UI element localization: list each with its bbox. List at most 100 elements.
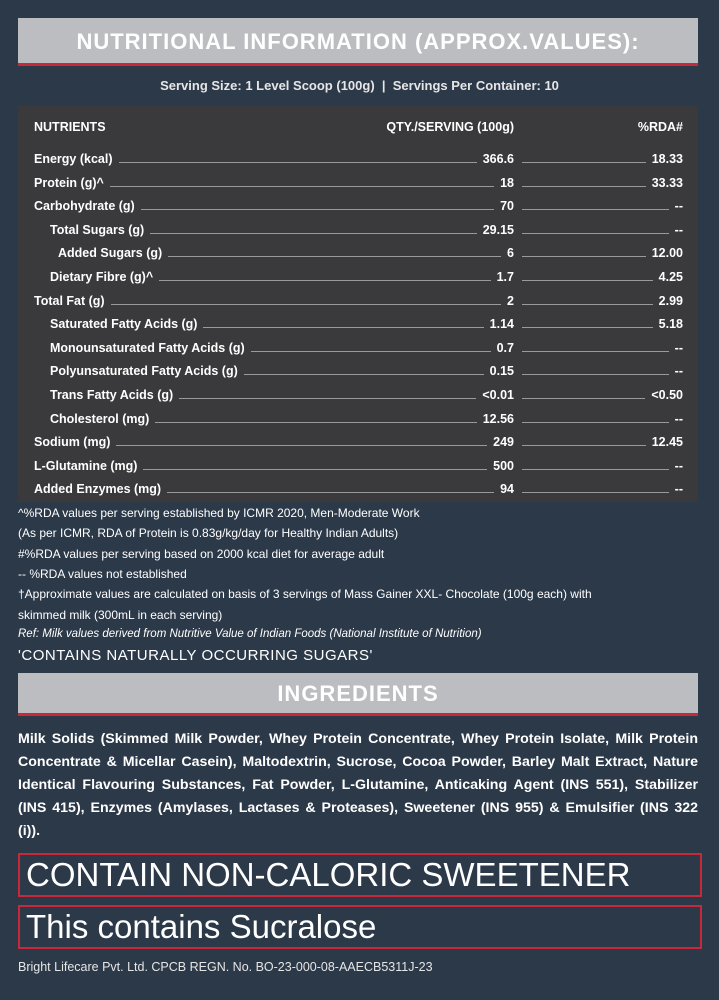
nutrient-name: Sodium (mg)	[34, 435, 111, 450]
column-header: NUTRIENTS	[34, 120, 106, 134]
nutrient-row: Total Sugars (g) 29.15 --	[34, 217, 683, 237]
leader-line	[143, 468, 488, 470]
rda-value: 33.33	[651, 175, 683, 190]
rda-value: 2.99	[658, 293, 683, 308]
nutrient-row: Dietary Fibre (g)^ 1.7 4.25	[34, 264, 683, 284]
quantity: 1.7	[496, 270, 514, 284]
leader-line	[250, 350, 491, 352]
qty-cell: Protein (g)^ 18	[34, 176, 514, 190]
footnote: (As per ICMR, RDA of Protein is 0.83g/kg…	[18, 526, 399, 541]
leader-line	[522, 468, 669, 470]
footer: Bright Lifecare Pvt. Ltd. CPCB REGN. No.…	[18, 960, 433, 974]
qty-cell: Trans Fatty Acids (g) <0.01	[34, 388, 514, 402]
footnote: †Approximate values are calculated on ba…	[18, 587, 592, 602]
leader-line	[168, 256, 502, 258]
nutrient-name: Protein (g)^	[34, 175, 104, 190]
qty-cell: Polyunsaturated Fatty Acids (g) 0.15	[34, 364, 514, 378]
leader-line	[522, 303, 653, 305]
rda-value: --	[674, 458, 683, 473]
leader-line	[140, 209, 495, 211]
leader-line	[155, 421, 477, 423]
rda-cell: 18.33	[522, 152, 683, 166]
quantity: 6	[507, 246, 514, 261]
rda-value: 12.45	[651, 435, 683, 450]
leader-line	[522, 280, 653, 281]
qty-cell: Carbohydrate (g) 70	[34, 199, 514, 213]
nutrient-name: Added Enzymes (mg)	[34, 482, 162, 497]
leader-line	[522, 185, 646, 187]
nutrient-name: Monounsaturated Fatty Acids (g)	[50, 340, 245, 355]
rda-cell: 5.18	[522, 317, 683, 331]
leader-line	[159, 280, 491, 281]
qty-cell: Monounsaturated Fatty Acids (g) 0.7	[34, 341, 514, 355]
rda-cell: --	[522, 364, 683, 378]
sucralose-note: This contains Sucralose	[18, 905, 702, 949]
qty-cell: Total Fat (g) 2	[34, 294, 514, 308]
rda-value: --	[674, 199, 683, 214]
rda-value: 12.00	[651, 246, 683, 261]
nutrient-row: Added Enzymes (mg) 94 --	[34, 476, 683, 496]
ingredients-title: INGREDIENTS	[18, 673, 698, 716]
quantity: 94	[500, 482, 514, 497]
quantity: <0.01	[482, 388, 514, 402]
nutrient-row: Polyunsaturated Fatty Acids (g) 0.15 --	[34, 358, 683, 378]
qty-cell: L-Glutamine (mg) 500	[34, 459, 514, 473]
nutrient-name: Added Sugars (g)	[58, 246, 163, 261]
nutrient-row: Energy (kcal) 366.6 18.33	[34, 146, 683, 166]
nutrient-row: Sodium (mg) 249 12.45	[34, 429, 683, 449]
leader-line	[116, 445, 488, 447]
leader-line	[522, 256, 646, 258]
nutrient-name: Carbohydrate (g)	[34, 199, 135, 214]
rda-cell: <0.50	[522, 388, 683, 402]
leader-line	[522, 327, 653, 329]
rda-value: --	[674, 411, 683, 426]
rda-cell: 4.25	[522, 270, 683, 284]
quantity: 12.56	[482, 411, 514, 426]
rda-cell: 12.00	[522, 246, 683, 260]
qty-cell: Dietary Fibre (g)^ 1.7	[34, 270, 514, 284]
leader-line	[179, 398, 477, 399]
qty-cell: Saturated Fatty Acids (g) 1.14	[34, 317, 514, 331]
nutrient-row: Carbohydrate (g) 70 --	[34, 193, 683, 213]
rda-cell: --	[522, 341, 683, 355]
serving-info: Serving Size: 1 Level Scoop (100g) | Ser…	[160, 78, 559, 93]
nutrient-row: Total Fat (g) 2 2.99	[34, 288, 683, 308]
leader-line	[243, 374, 484, 376]
leader-line	[522, 162, 646, 163]
footnote: skimmed milk (300mL in each serving)	[18, 607, 223, 622]
leader-line	[109, 185, 495, 187]
header-cells: %RDA#	[522, 120, 683, 134]
rda-value: --	[674, 222, 683, 237]
qty-cell: Added Sugars (g) 6	[34, 246, 514, 260]
nutrient-row: Protein (g)^ 18 33.33	[34, 170, 683, 190]
rda-cell: 33.33	[522, 176, 683, 190]
nutrient-name: Polyunsaturated Fatty Acids (g)	[50, 364, 238, 379]
quantity: 0.7	[496, 340, 514, 355]
quantity: 249	[493, 435, 514, 450]
rda-cell: --	[522, 482, 683, 496]
rda-value: 5.18	[658, 317, 683, 332]
quantity: 18	[500, 175, 514, 190]
rda-value: --	[674, 482, 683, 497]
footnote: Ref: Milk values derived from Nutritive …	[18, 627, 482, 640]
sugars-note: 'CONTAINS NATURALLY OCCURRING SUGARS'	[18, 647, 373, 664]
leader-line	[150, 232, 477, 234]
nutrition-title: NUTRITIONAL INFORMATION (APPROX.VALUES):	[18, 18, 698, 66]
rda-cell: --	[522, 412, 683, 426]
leader-line	[110, 303, 502, 305]
nutrition-table: NUTRIENTS QTY./SERVING (100g) %RDA# Energy …	[18, 106, 698, 502]
column-header: %RDA#	[637, 120, 683, 134]
qty-cell: Energy (kcal) 366.6	[34, 152, 514, 166]
nutrient-name: Dietary Fibre (g)^	[50, 270, 154, 284]
rda-value: --	[674, 340, 683, 355]
nutrient-name: Energy (kcal)	[34, 152, 113, 166]
rda-cell: --	[522, 459, 683, 473]
quantity: 70	[500, 199, 514, 214]
rda-cell: --	[522, 199, 683, 213]
quantity: 366.6	[482, 152, 514, 166]
footnote: #%RDA values per serving based on 2000 k…	[18, 546, 385, 561]
nutrient-row: L-Glutamine (mg) 500 --	[34, 453, 683, 473]
qty-cell: Added Enzymes (mg) 94	[34, 482, 514, 496]
rda-cell: 2.99	[522, 294, 683, 308]
